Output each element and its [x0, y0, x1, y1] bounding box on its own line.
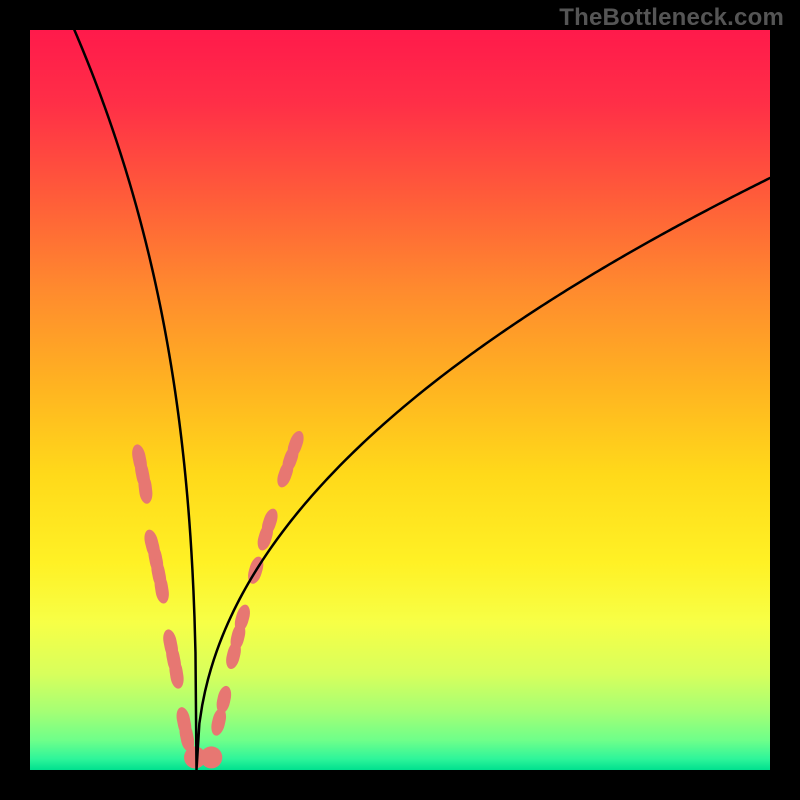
marker-dot-bottom — [200, 746, 222, 768]
marker-dash-left — [153, 573, 171, 605]
curve-layer — [30, 30, 770, 770]
marker-dash-left — [137, 473, 153, 504]
marker-group — [130, 429, 306, 768]
marker-dash-left — [168, 658, 185, 690]
watermark-text: TheBottleneck.com — [559, 4, 784, 32]
plot-area — [30, 30, 770, 770]
chart-frame: TheBottleneck.com — [0, 0, 800, 800]
